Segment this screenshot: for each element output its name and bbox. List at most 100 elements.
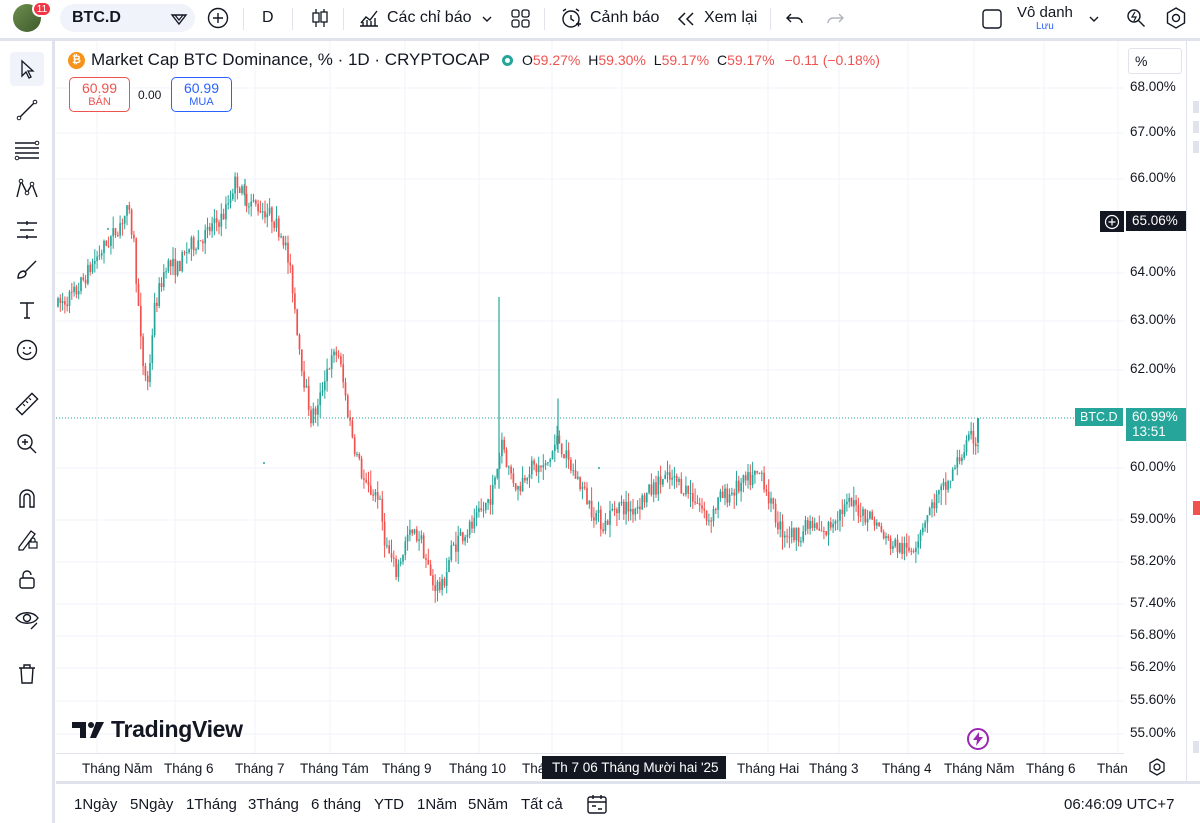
candle-body: [526, 478, 529, 481]
crosshair-date-tag: Th 7 06 Tháng Mười hai '25: [542, 756, 726, 779]
buy-button[interactable]: 60.99 MUA: [171, 77, 232, 112]
candle-body: [438, 581, 441, 590]
layout-name[interactable]: Vô danh: [1017, 4, 1073, 21]
alert-button[interactable]: Cảnh báo: [590, 9, 660, 26]
candle-body: [749, 472, 752, 486]
quick-search-icon[interactable]: [1124, 6, 1148, 35]
candle-body: [225, 204, 227, 220]
clock-timezone[interactable]: 06:46:09 UTC+7: [1064, 796, 1175, 813]
price-axis-unit-button[interactable]: %: [1128, 48, 1182, 74]
candle-body: [503, 439, 506, 450]
time-label: Tháng 6: [164, 761, 214, 776]
candle-body: [834, 521, 837, 524]
date-range-calendar-icon[interactable]: [585, 792, 609, 821]
add-alert-plus-icon[interactable]: [1100, 211, 1124, 232]
candle-body: [100, 253, 103, 256]
candle-body: [512, 473, 515, 484]
candle-body: [777, 522, 779, 530]
time-axis[interactable]: Tháng Năm Tháng 6 Tháng 7 Tháng Tám Thán…: [56, 753, 1128, 781]
candle-body: [595, 512, 598, 521]
range-all[interactable]: Tất cả: [521, 796, 563, 813]
price-chart[interactable]: [56, 41, 1124, 753]
range-5y[interactable]: 5Năm: [468, 796, 509, 813]
candle-body: [517, 485, 519, 490]
price-axis[interactable]: % 68.00% 67.00% 66.00% 64.00% 63.00% 62.…: [1124, 41, 1186, 753]
chevron-down-icon[interactable]: [481, 12, 493, 30]
candle-body: [735, 480, 738, 496]
candle-body: [770, 498, 772, 504]
indicators-icon[interactable]: [357, 6, 381, 35]
candle-body: [57, 298, 59, 307]
zoom-in-icon[interactable]: [10, 427, 44, 461]
candle-body: [544, 463, 547, 466]
forecast-tool-icon[interactable]: [10, 213, 44, 247]
trend-line-tool-icon[interactable]: [10, 93, 44, 127]
symbol-search-icon[interactable]: [170, 9, 188, 32]
brush-tool-icon[interactable]: [10, 253, 44, 287]
candle-body: [889, 538, 892, 549]
lightning-icon[interactable]: [967, 728, 989, 750]
pattern-tool-icon[interactable]: [10, 172, 44, 206]
time-axis-settings-icon[interactable]: [1147, 757, 1167, 782]
replay-button[interactable]: Xem lại: [704, 9, 758, 26]
unlock-icon[interactable]: [10, 562, 44, 596]
interval-button[interactable]: D: [262, 9, 274, 26]
alarm-clock-icon[interactable]: [559, 6, 583, 35]
candle-body: [540, 465, 542, 468]
undo-icon[interactable]: [785, 9, 805, 34]
range-6m[interactable]: 6 tháng: [311, 796, 362, 813]
candle-body: [112, 228, 115, 237]
candle-body: [643, 495, 646, 503]
layout-checkbox-icon[interactable]: [981, 8, 1003, 35]
candle-body: [330, 355, 333, 370]
symbol-search[interactable]: BTC.D: [60, 4, 195, 32]
hide-drawings-eye-icon[interactable]: [10, 602, 44, 636]
candle-body: [645, 492, 648, 503]
fib-retracement-tool-icon[interactable]: [10, 133, 44, 167]
candle-body: [218, 222, 220, 227]
candle-body: [199, 240, 202, 242]
candles-icon[interactable]: [309, 7, 331, 34]
candle-body: [250, 201, 253, 207]
range-5d[interactable]: 5Ngày: [130, 796, 174, 813]
candle-body: [901, 542, 903, 554]
right-panel-strip: [1186, 41, 1200, 781]
chart-title[interactable]: Market Cap BTC Dominance, % · 1D · CRYPT…: [91, 50, 490, 69]
candle-body: [873, 519, 876, 526]
range-1d[interactable]: 1Ngày: [74, 796, 118, 813]
ruler-tool-icon[interactable]: [10, 387, 44, 421]
indicators-button[interactable]: Các chỉ báo: [387, 9, 472, 26]
candle-body: [701, 505, 703, 509]
settings-gear-icon[interactable]: [1164, 6, 1188, 35]
trash-icon[interactable]: [10, 657, 44, 691]
candle-body: [760, 472, 763, 474]
add-symbol-icon[interactable]: [207, 7, 229, 34]
spread-value: 0.00: [138, 88, 162, 102]
range-1m[interactable]: 1Tháng: [186, 796, 237, 813]
candle-body: [588, 500, 591, 505]
candle-body: [898, 542, 901, 553]
candle-body: [448, 560, 450, 573]
text-tool-icon[interactable]: [10, 293, 44, 327]
magnet-icon[interactable]: [10, 481, 44, 515]
range-1y[interactable]: 1Năm: [417, 796, 458, 813]
range-ytd[interactable]: YTD: [374, 796, 404, 813]
candle-body: [935, 494, 938, 509]
candle-body: [149, 363, 151, 383]
chevron-down-icon[interactable]: [1088, 12, 1100, 30]
sell-button[interactable]: 60.99 BÁN: [69, 77, 130, 112]
candle-body: [344, 382, 347, 396]
candle-body: [664, 474, 667, 480]
range-3m[interactable]: 3Tháng: [248, 796, 299, 813]
layouts-grid-icon[interactable]: [510, 8, 531, 34]
lock-drawings-icon[interactable]: [10, 522, 44, 556]
cursor-tool-icon[interactable]: [10, 52, 44, 86]
price-label: 62.00%: [1130, 361, 1176, 376]
replay-icon[interactable]: [676, 9, 696, 34]
candle-body: [319, 392, 322, 406]
candle-body: [236, 176, 239, 189]
emoji-tool-icon[interactable]: [10, 333, 44, 367]
redo-icon[interactable]: [825, 9, 845, 34]
candle-body: [806, 520, 809, 529]
candle-body: [816, 523, 818, 529]
